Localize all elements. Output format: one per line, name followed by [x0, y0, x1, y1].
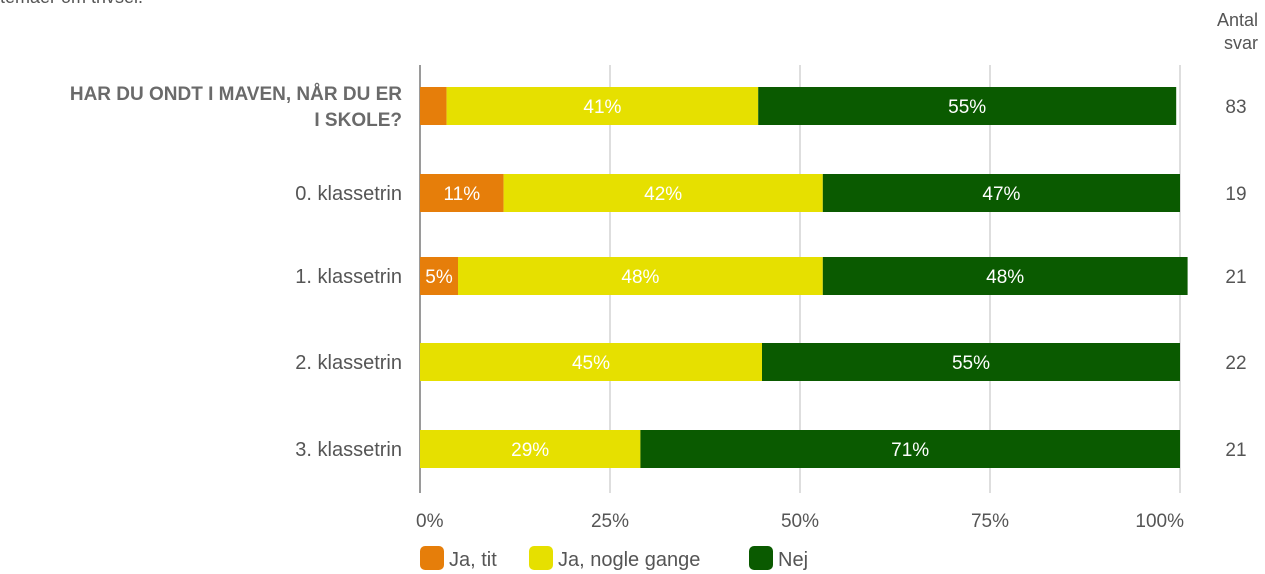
x-tick-label: 100%: [1135, 511, 1184, 532]
data-label: 55%: [948, 97, 986, 118]
counts-header: svar: [1224, 33, 1258, 53]
category-label: 3. klassetrin: [295, 439, 402, 461]
data-label: 71%: [891, 440, 929, 461]
response-count: 19: [1225, 184, 1246, 205]
bars: 41% 55% 11% 42% 47% 5% 48% 48% 45% 55% 29% 71%: [420, 87, 1188, 468]
bar-segment: [762, 343, 1180, 381]
response-count: 21: [1225, 267, 1246, 288]
bar-segment: [640, 430, 1180, 468]
intro-text-fragment: temaer om trivsel.: [0, 0, 143, 8]
response-count: 21: [1225, 440, 1246, 461]
data-label: 48%: [986, 267, 1024, 288]
response-count: 22: [1225, 353, 1246, 374]
bar-segment: [503, 174, 823, 212]
data-label: 48%: [621, 267, 659, 288]
x-tick-label: 75%: [971, 511, 1009, 532]
legend-swatch: [529, 546, 553, 570]
bar-segment: [420, 87, 447, 125]
data-label: 45%: [572, 353, 610, 374]
bar-segment: [420, 257, 458, 295]
category-label: 2. klassetrin: [295, 352, 402, 374]
legend-swatch: [420, 546, 444, 570]
response-count: 83: [1225, 97, 1246, 118]
category-labels: HAR DU ONDT I MAVEN, NÅR DU ER I SKOLE? 0.…: [70, 84, 402, 461]
data-label: 42%: [644, 184, 682, 205]
bar-segment: [420, 174, 504, 212]
question-label: HAR DU ONDT I MAVEN, NÅR DU ER I SKOLE?: [70, 84, 402, 131]
counts-header: Antal: [1217, 10, 1258, 30]
bar-segment: [420, 430, 641, 468]
data-label: 11%: [443, 184, 480, 205]
legend-swatch: [749, 546, 773, 570]
x-axis: 0% 25% 50% 75% 100%: [416, 511, 1184, 532]
bar-segment: [420, 343, 762, 381]
legend-label: Ja, tit: [449, 549, 497, 571]
data-label: 47%: [982, 184, 1020, 205]
bar-segment: [822, 257, 1188, 295]
bar-segment: [822, 174, 1180, 212]
x-tick-label: 25%: [591, 511, 629, 532]
response-counts: Antal svar 83 19 21 22 21: [1217, 10, 1258, 461]
data-label: 29%: [511, 440, 549, 461]
bar-segment: [446, 87, 759, 125]
category-label: 0. klassetrin: [295, 183, 402, 205]
category-label: 1. klassetrin: [295, 266, 402, 288]
x-tick-label: 0%: [416, 511, 444, 532]
bar-segment: [458, 257, 823, 295]
x-tick-label: 50%: [781, 511, 819, 532]
bar-segment: [758, 87, 1177, 125]
data-label: 41%: [583, 97, 621, 118]
legend: Ja, tit Ja, nogle gange Nej: [420, 546, 808, 571]
data-label: 5%: [425, 267, 453, 288]
legend-label: Ja, nogle gange: [558, 549, 700, 571]
data-label: 55%: [952, 353, 990, 374]
legend-label: Nej: [778, 549, 808, 571]
